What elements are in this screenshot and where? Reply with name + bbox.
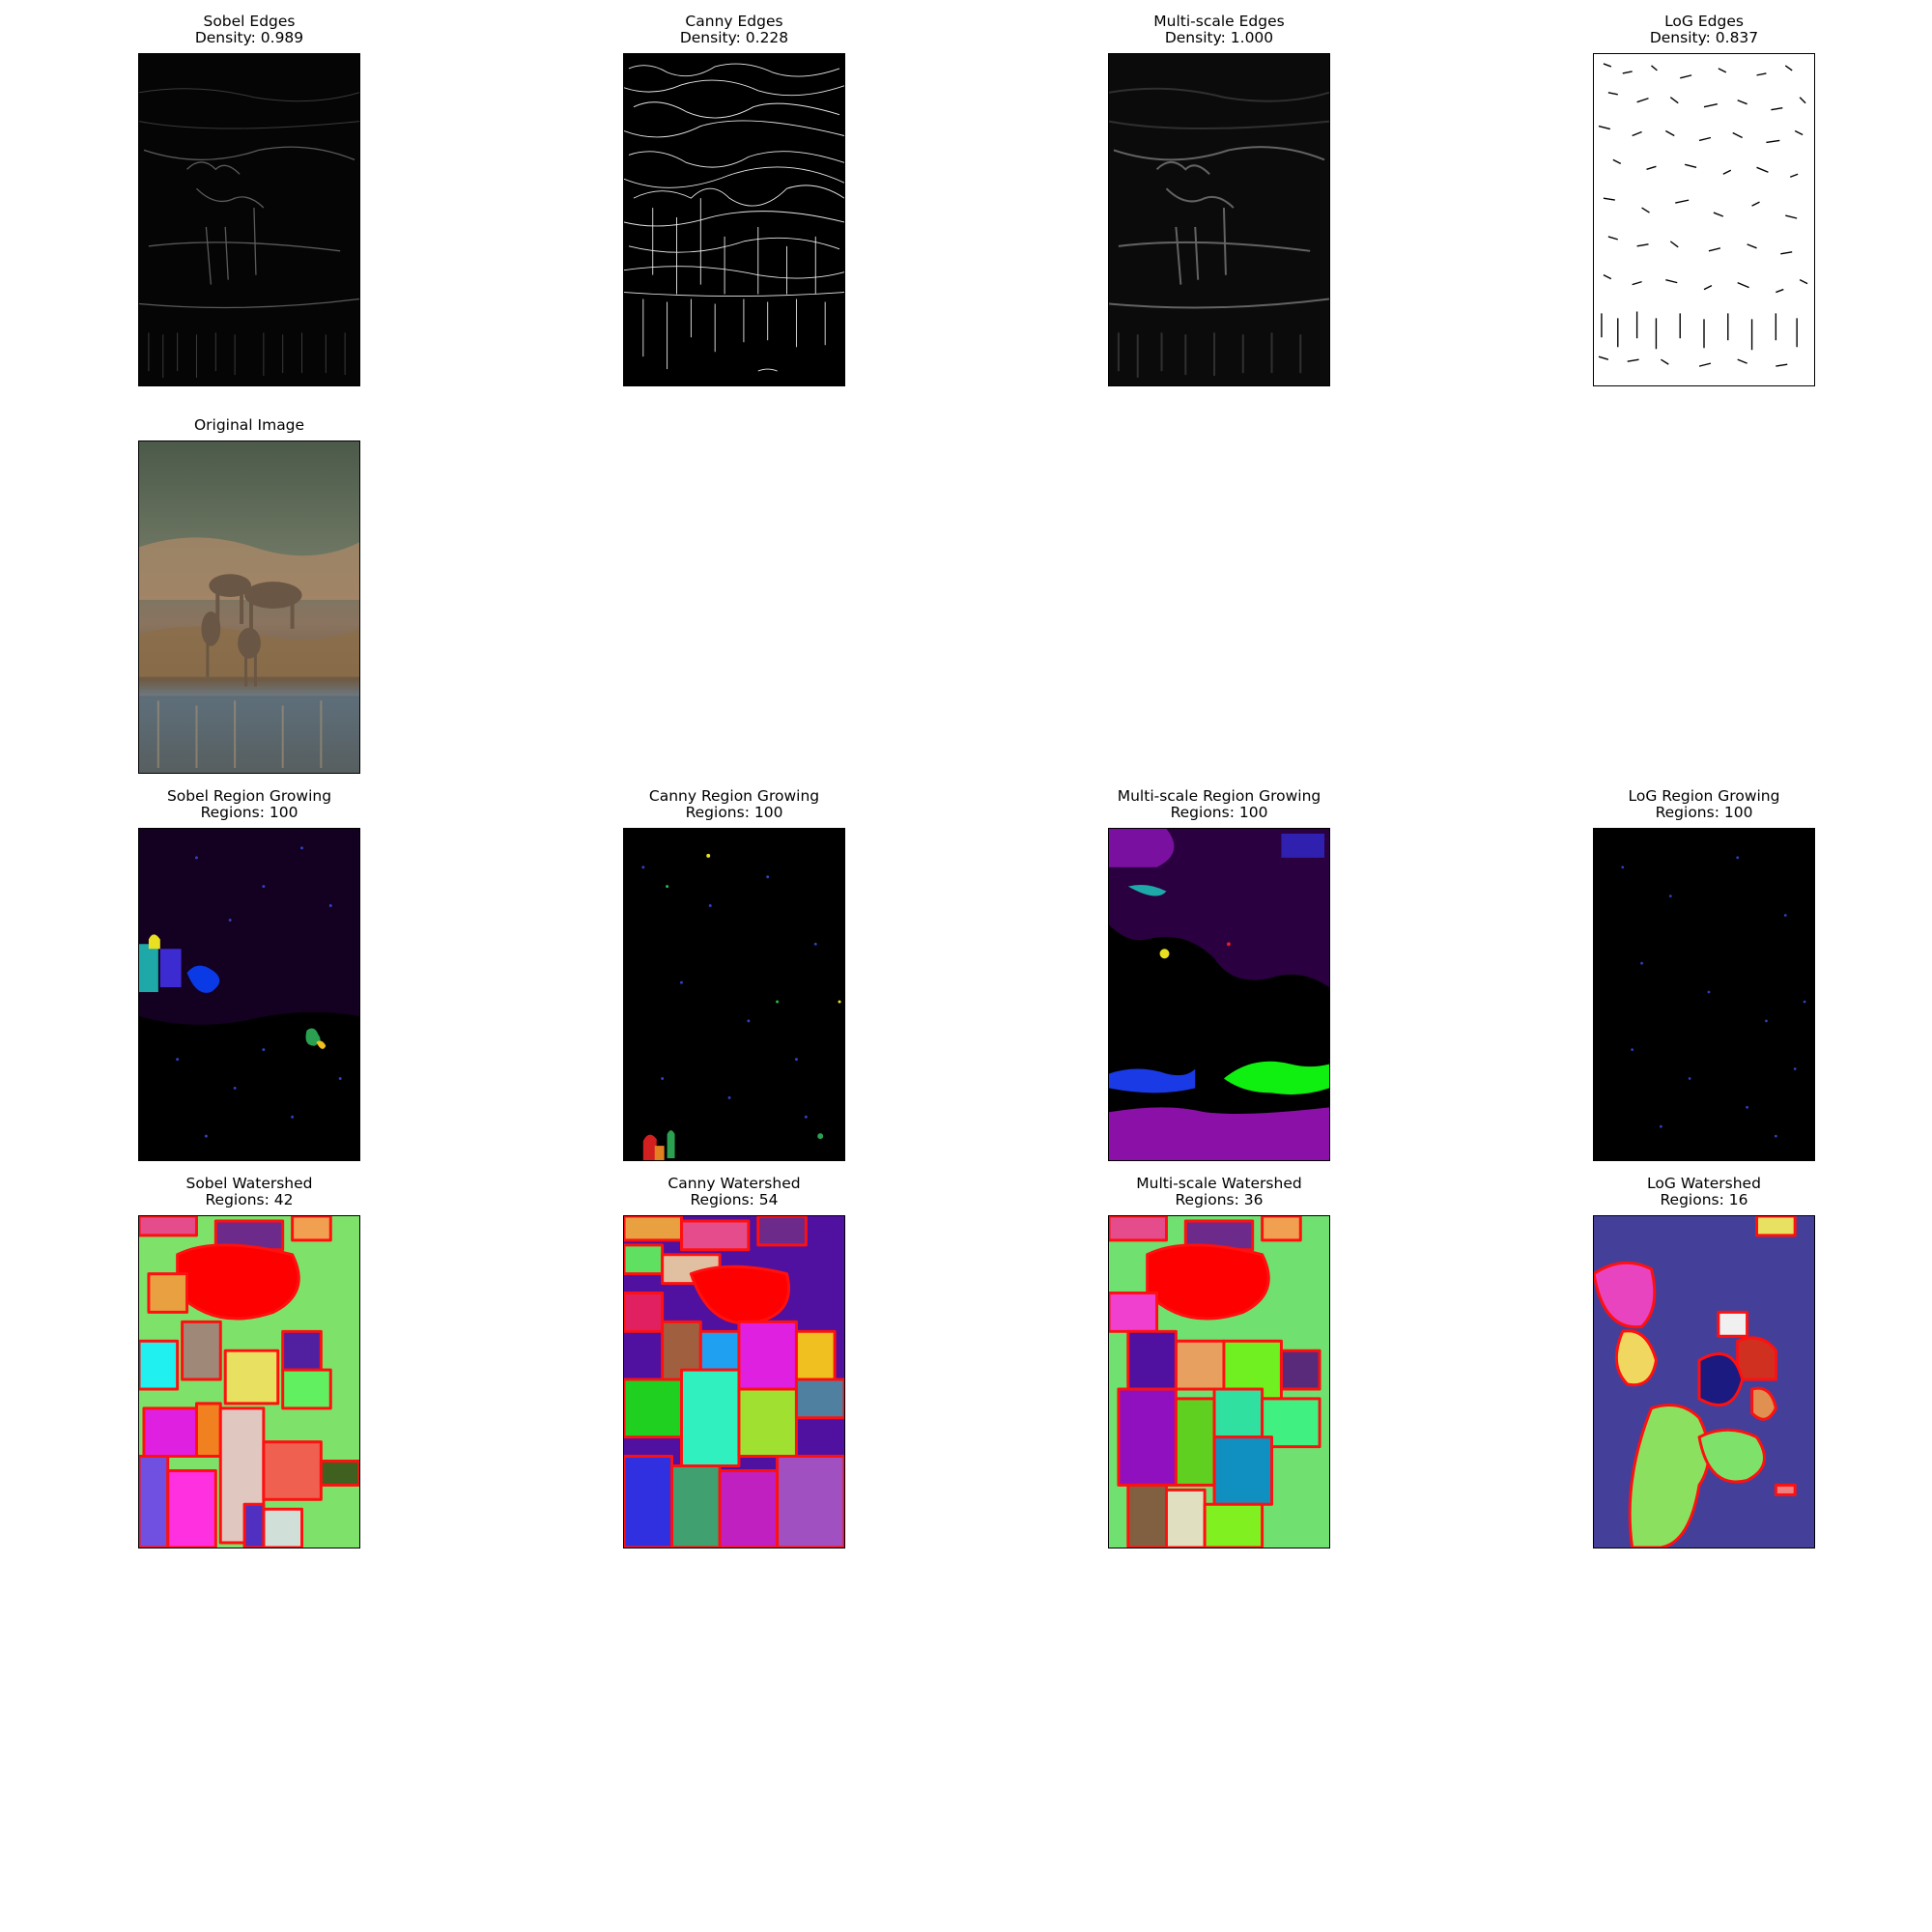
panel-title: Multi-scale Edges (1011, 14, 1427, 30)
multiscale-edges-image (1108, 53, 1330, 386)
panel-subtitle: Density: 0.837 (1496, 30, 1912, 46)
canny-watershed-image (623, 1215, 845, 1548)
panel-title: Sobel Region Growing (42, 788, 457, 805)
panel-title: Canny Watershed (526, 1176, 942, 1192)
panel-subtitle: Regions: 100 (526, 805, 942, 821)
log-watershed-image (1593, 1215, 1815, 1548)
multiscale-watershed-image (1108, 1215, 1330, 1548)
sobel-watershed-image (138, 1215, 360, 1548)
panel-title: LoG Watershed (1496, 1176, 1912, 1192)
panel-subtitle: Density: 1.000 (1011, 30, 1427, 46)
log-edges-image (1593, 53, 1815, 386)
panel-title: Sobel Edges (42, 14, 457, 30)
multiscale-region-growing-image (1108, 828, 1330, 1161)
panel-title: Sobel Watershed (42, 1176, 457, 1192)
panel-subtitle: Regions: 100 (1496, 805, 1912, 821)
panel-subtitle: Regions: 42 (42, 1192, 457, 1208)
panel-subtitle: Regions: 100 (1011, 805, 1427, 821)
log-region-growing-image (1593, 828, 1815, 1161)
panel-subtitle: Density: 0.989 (42, 30, 457, 46)
panel-title: Canny Region Growing (526, 788, 942, 805)
sobel-region-growing-image (138, 828, 360, 1161)
panel-title: Multi-scale Region Growing (1011, 788, 1427, 805)
panel-title: Original Image (42, 417, 457, 434)
canny-region-growing-image (623, 828, 845, 1161)
panel-subtitle: Regions: 100 (42, 805, 457, 821)
panel-subtitle: Regions: 16 (1496, 1192, 1912, 1208)
panel-title: Multi-scale Watershed (1011, 1176, 1427, 1192)
original-image (138, 440, 360, 774)
panel-title: LoG Edges (1496, 14, 1912, 30)
panel-title: LoG Region Growing (1496, 788, 1912, 805)
panel-title: Canny Edges (526, 14, 942, 30)
sobel-edges-image (138, 53, 360, 386)
panel-subtitle: Regions: 54 (526, 1192, 942, 1208)
panel-subtitle: Regions: 36 (1011, 1192, 1427, 1208)
canny-edges-image (623, 53, 845, 386)
panel-subtitle: Density: 0.228 (526, 30, 942, 46)
